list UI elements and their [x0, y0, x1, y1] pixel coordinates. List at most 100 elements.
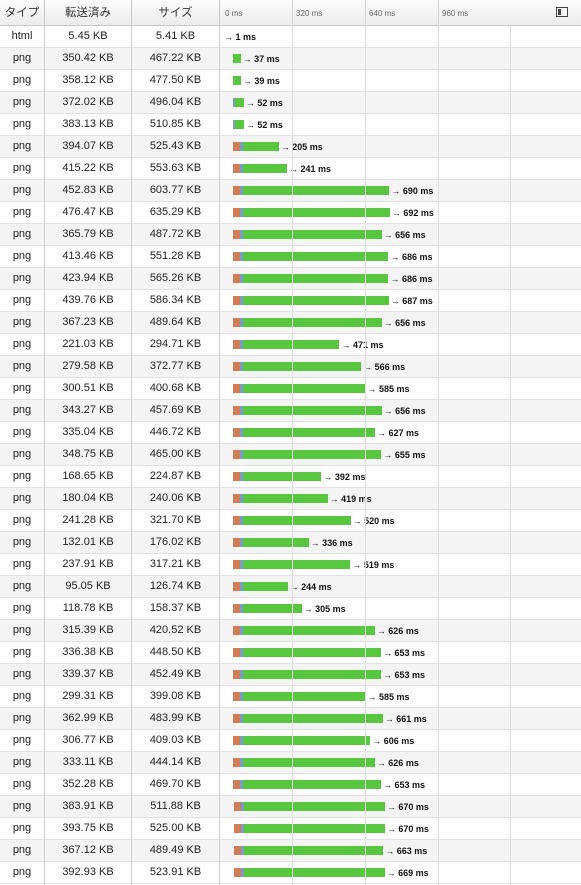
table-row[interactable]: png 299.31 KB 399.08 KB → 585 ms: [0, 686, 581, 708]
timeline-gridline: [438, 26, 439, 885]
timing-bar-receiving: [242, 494, 328, 503]
cell-transferred: 367.23 KB: [62, 316, 114, 328]
column-header-transferred[interactable]: 転送済み: [65, 7, 111, 19]
timing-bar-dns: [239, 296, 243, 305]
table-row[interactable]: png 423.94 KB 565.26 KB → 686 ms: [0, 268, 581, 290]
cell-type: png: [12, 118, 32, 130]
cell-type: png: [12, 162, 32, 174]
table-row[interactable]: png 367.23 KB 489.64 KB → 656 ms: [0, 312, 581, 334]
cell-type: png: [12, 426, 32, 438]
column-header-size[interactable]: サイズ: [158, 7, 193, 19]
timeline-tick-640: 640 ms: [369, 9, 396, 18]
timing-bar-dns: [239, 472, 243, 481]
timing-bar-waiting: [232, 560, 240, 569]
timing-label: → 656 ms: [383, 318, 426, 328]
table-row[interactable]: png 362.99 KB 483.99 KB → 661 ms: [0, 708, 581, 730]
cell-size: 444.14 KB: [149, 756, 202, 768]
cell-size: 565.26 KB: [149, 272, 202, 284]
table-row[interactable]: png 352.28 KB 469.70 KB → 653 ms: [0, 774, 581, 796]
cell-size: 452.49 KB: [149, 668, 202, 680]
timing-bar-dns: [239, 142, 243, 151]
timing-bar-dns: [239, 582, 243, 591]
table-row[interactable]: png 237.91 KB 317.21 KB → 519 ms: [0, 554, 581, 576]
cell-transferred: 333.11 KB: [62, 756, 114, 768]
table-row[interactable]: png 279.58 KB 372.77 KB → 566 ms: [0, 356, 581, 378]
table-row[interactable]: png 333.11 KB 444.14 KB → 626 ms: [0, 752, 581, 774]
timing-bar-receiving: [244, 802, 385, 811]
table-row[interactable]: png 315.39 KB 420.52 KB → 626 ms: [0, 620, 581, 642]
cell-size: 510.85 KB: [149, 118, 202, 130]
table-row[interactable]: png 415.22 KB 553.63 KB → 241 ms: [0, 158, 581, 180]
cell-transferred: 358.12 KB: [62, 74, 114, 86]
table-row[interactable]: png 413.46 KB 551.28 KB → 686 ms: [0, 246, 581, 268]
timing-bar-waiting: [232, 428, 240, 437]
table-row[interactable]: png 95.05 KB 126.74 KB → 244 ms: [0, 576, 581, 598]
table-row[interactable]: png 336.38 KB 448.50 KB → 653 ms: [0, 642, 581, 664]
table-row[interactable]: png 335.04 KB 446.72 KB → 627 ms: [0, 422, 581, 444]
cell-type: png: [12, 800, 32, 812]
cell-size: 400.68 KB: [149, 382, 202, 394]
timeline-gridline: [292, 26, 293, 885]
cell-type: png: [12, 250, 32, 262]
timing-bar-waiting: [232, 692, 240, 701]
timing-label: → 585 ms: [367, 384, 410, 394]
timing-bar-waiting: [232, 208, 240, 217]
cell-transferred: 300.51 KB: [62, 382, 114, 394]
table-row[interactable]: png 358.12 KB 477.50 KB → 39 ms: [0, 70, 581, 92]
cell-transferred: 362.99 KB: [62, 712, 114, 724]
column-divider: [44, 26, 45, 885]
timing-bar-waiting: [232, 516, 240, 525]
cell-size: 525.43 KB: [149, 140, 202, 152]
cell-transferred: 336.38 KB: [62, 646, 114, 658]
table-row[interactable]: png 367.12 KB 489.49 KB → 663 ms: [0, 840, 581, 862]
timing-bar-waiting: [232, 450, 240, 459]
table-row[interactable]: png 343.27 KB 457.69 KB → 656 ms: [0, 400, 581, 422]
cell-transferred: 367.12 KB: [62, 844, 114, 856]
table-row[interactable]: png 118.78 KB 158.37 KB → 305 ms: [0, 598, 581, 620]
column-header-type[interactable]: タイプ: [4, 7, 40, 19]
timing-label: → 690 ms: [391, 186, 434, 196]
table-row[interactable]: png 439.76 KB 586.34 KB → 687 ms: [0, 290, 581, 312]
timing-bar-dns: [239, 274, 243, 283]
table-row[interactable]: png 132.01 KB 176.02 KB → 336 ms: [0, 532, 581, 554]
timing-bar-receiving: [242, 648, 381, 657]
cell-type: png: [12, 558, 32, 570]
timing-bar-dns: [239, 186, 243, 195]
timing-bar-receiving: [242, 692, 366, 701]
table-row[interactable]: png 393.75 KB 525.00 KB → 670 ms: [0, 818, 581, 840]
table-row[interactable]: png 383.91 KB 511.88 KB → 670 ms: [0, 796, 581, 818]
table-row[interactable]: png 350.42 KB 467.22 KB → 37 ms: [0, 48, 581, 70]
table-row[interactable]: png 300.51 KB 400.68 KB → 585 ms: [0, 378, 581, 400]
cell-type: png: [12, 228, 32, 240]
timing-label: → 670 ms: [386, 824, 429, 834]
table-row[interactable]: png 348.75 KB 465.00 KB → 655 ms: [0, 444, 581, 466]
table-row[interactable]: png 168.65 KB 224.87 KB → 392 ms: [0, 466, 581, 488]
table-row[interactable]: png 365.79 KB 487.72 KB → 656 ms: [0, 224, 581, 246]
timing-label: → 686 ms: [390, 252, 433, 262]
timing-bar-receiving: [242, 164, 287, 173]
table-row[interactable]: png 392.93 KB 523.91 KB → 669 ms: [0, 862, 581, 884]
toggle-panel-icon[interactable]: [556, 7, 568, 17]
timing-label: → 241 ms: [288, 164, 331, 174]
table-row[interactable]: png 180.04 KB 240.06 KB → 419 ms: [0, 488, 581, 510]
table-row[interactable]: png 306.77 KB 409.03 KB → 606 ms: [0, 730, 581, 752]
timing-label: → 626 ms: [376, 626, 419, 636]
timing-bar-receiving: [242, 780, 381, 789]
table-row[interactable]: png 452.83 KB 603.77 KB → 690 ms: [0, 180, 581, 202]
timing-bar-waiting: [232, 648, 240, 657]
table-row[interactable]: png 339.37 KB 452.49 KB → 653 ms: [0, 664, 581, 686]
cell-transferred: 393.75 KB: [62, 822, 114, 834]
timing-bar-dns: [241, 824, 245, 833]
table-row[interactable]: html 5.45 KB 5.41 KB → 1 ms: [0, 26, 581, 48]
table-row[interactable]: png 221.03 KB 294.71 KB → 471 ms: [0, 334, 581, 356]
cell-type: png: [12, 338, 32, 350]
table-row[interactable]: png 241.28 KB 321.70 KB → 520 ms: [0, 510, 581, 532]
timing-bar-dns: [239, 714, 243, 723]
table-row[interactable]: png 394.07 KB 525.43 KB → 205 ms: [0, 136, 581, 158]
timing-bar-receiving: [242, 340, 340, 349]
table-row[interactable]: png 476.47 KB 635.29 KB → 692 ms: [0, 202, 581, 224]
table-row[interactable]: png 383.13 KB 510.85 KB → 52 ms: [0, 114, 581, 136]
cell-size: 420.52 KB: [149, 624, 202, 636]
table-row[interactable]: png 372.02 KB 496.04 KB → 52 ms: [0, 92, 581, 114]
timing-label: → 626 ms: [376, 758, 419, 768]
